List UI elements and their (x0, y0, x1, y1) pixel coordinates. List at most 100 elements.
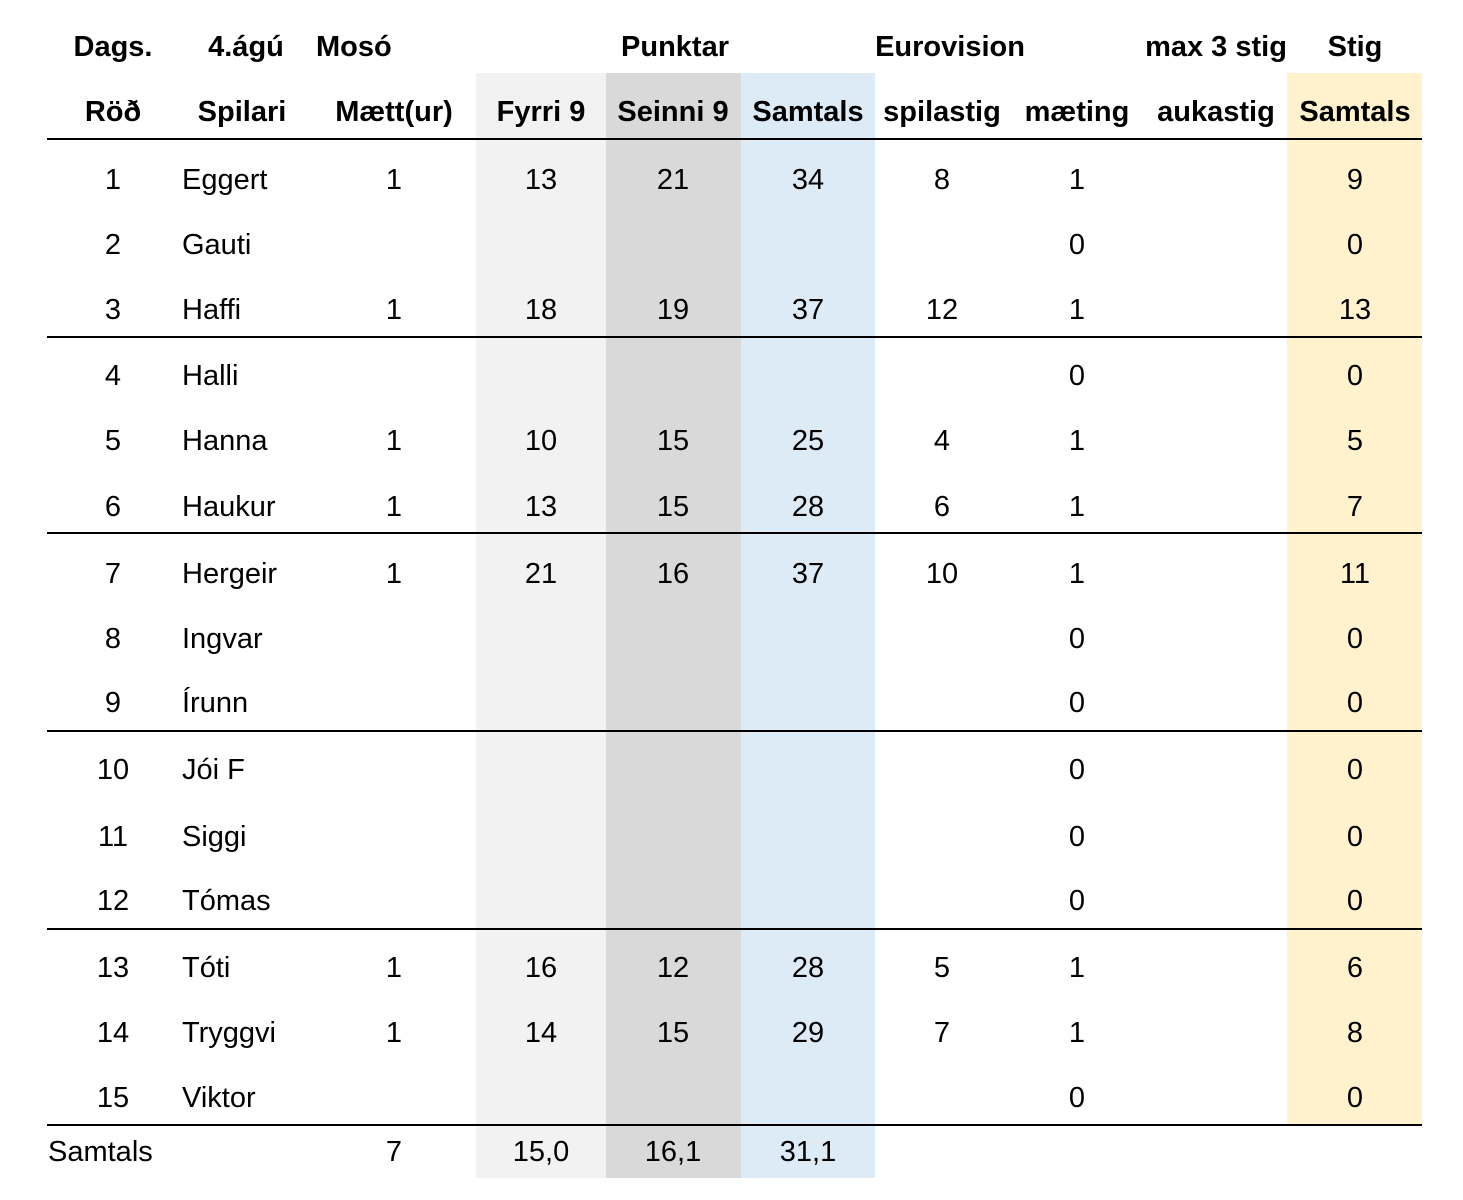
cell-spilastig: 10 (925, 558, 959, 590)
cell-rod: 8 (104, 623, 122, 655)
col-maett: Mætt(ur) (335, 96, 453, 128)
cell-fyrri: 21 (524, 558, 558, 590)
cell-maeting: 1 (1068, 1017, 1086, 1049)
cell-spilastig: 6 (933, 491, 951, 523)
date-value: 4.ágú (208, 31, 284, 63)
cell-spilari: Tryggvi (182, 1017, 276, 1049)
cell-stig: 0 (1346, 623, 1364, 655)
cell-stig: 13 (1338, 294, 1372, 326)
course-name: Mosó (316, 31, 392, 63)
cell-rod: 4 (104, 360, 122, 392)
cell-spilari: Viktor (182, 1082, 256, 1114)
cell-rod: 13 (96, 952, 130, 984)
samtals-column-shading (741, 73, 875, 1178)
cell-rod: 11 (97, 821, 129, 853)
cell-maeting: 1 (1068, 952, 1086, 984)
cell-samtals: 28 (791, 491, 825, 523)
cell-stig: 7 (1346, 491, 1364, 523)
cell-seinni: 15 (656, 425, 690, 457)
cell-samtals: 34 (791, 164, 825, 196)
cell-spilari: Haukur (182, 491, 276, 523)
cell-rod: 1 (104, 164, 122, 196)
cell-stig: 11 (1339, 558, 1371, 590)
cell-rod: 3 (104, 294, 122, 326)
header-divider (47, 138, 1422, 140)
cell-maett: 1 (385, 164, 403, 196)
cell-maeting: 1 (1068, 164, 1086, 196)
group-divider (47, 928, 1422, 930)
col-rod: Röð (84, 96, 142, 128)
cell-stig: 0 (1346, 754, 1364, 786)
cell-rod: 9 (104, 687, 122, 719)
col-maeting: mæting (1024, 96, 1130, 128)
cell-stig: 0 (1346, 229, 1364, 261)
cell-maeting: 1 (1068, 558, 1086, 590)
stig-column-shading (1287, 73, 1422, 1125)
cell-maeting: 0 (1068, 229, 1086, 261)
cell-stig: 0 (1346, 687, 1364, 719)
cell-fyrri: 13 (524, 164, 558, 196)
cell-rod: 14 (96, 1017, 130, 1049)
cell-stig: 0 (1346, 360, 1364, 392)
col-fyrri: Fyrri 9 (496, 96, 586, 128)
cell-rod: 6 (104, 491, 122, 523)
cell-fyrri: 10 (524, 425, 558, 457)
cell-fyrri: 13 (524, 491, 558, 523)
totals-samtals: 31,1 (779, 1136, 837, 1168)
col-spilari: Spilari (197, 96, 287, 128)
cell-seinni: 15 (656, 491, 690, 523)
dags-label: Dags. (73, 31, 153, 63)
cell-spilastig: 5 (933, 952, 951, 984)
cell-spilari: Tómas (182, 885, 271, 917)
cell-fyrri: 16 (524, 952, 558, 984)
fyrri-column-shading (476, 73, 606, 1178)
cell-seinni: 12 (656, 952, 690, 984)
col-spilastig: spilastig (883, 96, 1001, 128)
cell-maett: 1 (385, 1017, 403, 1049)
totals-divider (47, 1124, 1422, 1126)
cell-samtals: 37 (791, 294, 825, 326)
col-stig-samtals: Samtals (1299, 96, 1411, 128)
cell-spilari: Hanna (182, 425, 268, 457)
cell-maeting: 0 (1068, 687, 1086, 719)
cell-samtals: 29 (791, 1017, 825, 1049)
cell-maeting: 1 (1068, 425, 1086, 457)
cell-spilastig: 12 (925, 294, 959, 326)
cell-spilari: Tóti (182, 952, 231, 984)
cell-spilari: Halli (182, 360, 239, 392)
cell-maeting: 1 (1068, 294, 1086, 326)
cell-rod: 10 (96, 754, 130, 786)
totals-attended: 7 (385, 1136, 403, 1168)
max-stig-heading: max 3 stig (1145, 31, 1287, 63)
cell-maeting: 0 (1068, 754, 1086, 786)
cell-spilari: Haffi (182, 294, 242, 326)
cell-maeting: 0 (1068, 885, 1086, 917)
punktar-heading: Punktar (621, 31, 729, 63)
col-aukastig: aukastig (1157, 96, 1275, 128)
cell-maett: 1 (385, 952, 403, 984)
cell-maeting: 1 (1068, 491, 1086, 523)
cell-spilari: Írunn (182, 687, 249, 719)
cell-maeting: 0 (1068, 1082, 1086, 1114)
cell-samtals: 25 (791, 425, 825, 457)
cell-maett: 1 (385, 294, 403, 326)
cell-seinni: 19 (656, 294, 690, 326)
col-samtals: Samtals (752, 96, 864, 128)
cell-fyrri: 18 (524, 294, 558, 326)
cell-spilari: Gauti (182, 229, 252, 261)
totals-fyrri: 15,0 (512, 1136, 570, 1168)
cell-spilari: Ingvar (182, 623, 263, 655)
cell-seinni: 16 (656, 558, 690, 590)
cell-stig: 9 (1346, 164, 1364, 196)
stig-heading: Stig (1327, 31, 1383, 63)
seinni-column-shading (606, 73, 741, 1178)
cell-spilari: Hergeir (182, 558, 278, 590)
cell-rod: 15 (96, 1082, 130, 1114)
totals-seinni: 16,1 (644, 1136, 702, 1168)
cell-spilastig: 4 (933, 425, 951, 457)
cell-maett: 1 (385, 558, 403, 590)
cell-spilastig: 7 (933, 1017, 951, 1049)
cell-samtals: 28 (791, 952, 825, 984)
cell-stig: 5 (1346, 425, 1364, 457)
cell-samtals: 37 (791, 558, 825, 590)
